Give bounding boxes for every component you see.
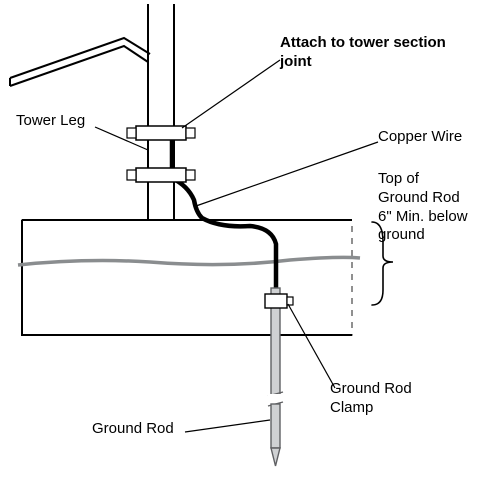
pole-top-mask: [146, 0, 176, 4]
tower-brace-top: [10, 38, 150, 78]
label-ground-rod: Ground Rod: [92, 420, 174, 439]
label-top-ground-rod-l1: Top of: [378, 170, 419, 187]
leader-attach-joint: [182, 60, 280, 128]
diagram-svg: [0, 0, 500, 500]
leader-ground-rod: [185, 420, 270, 432]
diagram-canvas: Attach to tower section joint Tower Leg …: [0, 0, 500, 500]
soil-block: [22, 220, 352, 335]
copper-wire: [172, 178, 276, 292]
u-bolt-clamp-lower: [127, 168, 195, 182]
ground-surface-line: [18, 257, 360, 265]
tower-leg-pole: [148, 0, 174, 220]
leader-rod-clamp: [288, 304, 335, 388]
leader-copper-wire: [196, 142, 378, 206]
label-top-ground-rod: Top of Ground Rod 6" Min. below ground: [378, 170, 493, 245]
label-top-ground-rod-l2: Ground Rod: [378, 189, 460, 206]
tower-brace-bottom: [10, 46, 148, 86]
label-ground-rod-clamp-l1: Ground Rod: [330, 380, 412, 397]
label-top-ground-rod-l4: ground: [378, 226, 425, 243]
ground-rod: [268, 288, 284, 466]
label-attach-joint: Attach to tower section joint: [280, 34, 460, 72]
soil-block-edge: [22, 220, 352, 335]
label-copper-wire: Copper Wire: [378, 128, 462, 147]
label-tower-leg: Tower Leg: [16, 112, 85, 131]
label-top-ground-rod-l3: 6" Min. below: [378, 208, 468, 225]
label-ground-rod-clamp-l2: Clamp: [330, 399, 373, 416]
label-ground-rod-clamp: Ground Rod Clamp: [330, 380, 412, 418]
u-bolt-clamp-upper: [127, 126, 195, 140]
